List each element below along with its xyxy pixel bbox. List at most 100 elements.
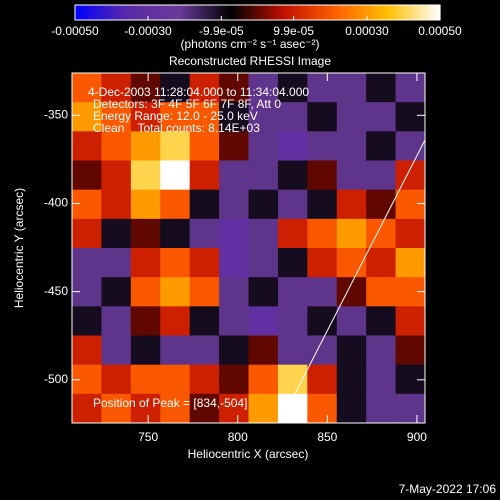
colorbar-slice: [172, 5, 176, 20]
heatmap-cell: [307, 277, 338, 307]
colorbar-slice: [187, 5, 192, 20]
colorbar-slice: [93, 5, 97, 20]
heatmap-cell: [277, 102, 308, 132]
heatmap-cell: [395, 73, 426, 103]
colorbar-slice: [303, 5, 307, 20]
colorbar-slice: [166, 5, 170, 20]
heatmap-cell: [395, 393, 426, 424]
x-tick-label: 800: [228, 430, 248, 444]
heatmap-cell: [130, 160, 161, 191]
heatmap-cell: [219, 364, 249, 395]
colorbar-label: (photons cm⁻² s⁻¹ asec⁻²): [180, 37, 319, 51]
heatmap-cell: [160, 189, 191, 220]
heatmap-cell: [366, 189, 397, 220]
colorbar-slice: [342, 5, 347, 20]
heatmap-cell: [336, 277, 367, 307]
heatmap-cell: [307, 131, 338, 161]
colorbar-slice: [412, 5, 417, 20]
colorbar-tick-label: -9.9e-05: [199, 24, 244, 38]
colorbar-slice: [418, 5, 423, 20]
heatmap-cell: [277, 160, 308, 191]
heatmap-cell: [395, 102, 426, 132]
heatmap-cell: [307, 73, 338, 103]
peak-label: Position of Peak = [834,-504]: [93, 396, 247, 410]
colorbar-slice: [214, 5, 219, 20]
timestamp: 7-May-2022 17:06: [399, 482, 497, 496]
heatmap-cell: [189, 102, 220, 132]
heatmap-cell: [277, 189, 308, 220]
colorbar-slice: [297, 5, 301, 20]
colorbar-tick-label: 0.00030: [345, 24, 389, 38]
heatmap-cell: [160, 335, 191, 366]
heatmap-cell: [277, 73, 308, 103]
colorbar-slice: [75, 5, 79, 20]
colorbar-tick-label: 9.9e-05: [273, 24, 314, 38]
colorbar-slice: [269, 5, 274, 20]
colorbar-slice: [424, 5, 429, 20]
colorbar-slice: [211, 5, 216, 20]
heatmap-cell: [366, 277, 397, 307]
colorbar-slice: [275, 5, 280, 20]
x-tick-label: 750: [138, 430, 158, 444]
heatmap-cell: [366, 160, 397, 191]
heatmap-cell: [248, 102, 279, 132]
heatmap-cell: [189, 73, 220, 103]
colorbar-slice: [178, 5, 183, 20]
colorbar-slice: [281, 5, 286, 20]
colorbar-slice: [151, 5, 155, 20]
heatmap-cell: [160, 277, 191, 307]
colorbar-slice: [205, 5, 210, 20]
colorbar-slice: [327, 5, 332, 20]
heatmap-cell: [130, 248, 161, 278]
colorbar-slice: [90, 5, 94, 20]
heatmap-cell: [219, 102, 249, 132]
colorbar-slice: [196, 5, 201, 20]
heatmap-cell: [189, 306, 220, 336]
colorbar-slice: [123, 5, 128, 20]
colorbar-slice: [242, 5, 246, 20]
colorbar-slice: [120, 5, 125, 20]
colorbar-tick-label: -0.00050: [51, 24, 99, 38]
y-tick-label: -350: [44, 107, 68, 121]
colorbar-slice: [336, 5, 341, 20]
heatmap-cell: [219, 277, 249, 307]
colorbar-slice: [391, 5, 395, 20]
colorbar-slice: [360, 5, 365, 20]
annotation: Clean Total counts: 8.14E+03: [93, 121, 260, 135]
colorbar-slice: [351, 5, 356, 20]
colorbar-slice: [181, 5, 186, 20]
colorbar-slice: [248, 5, 253, 20]
heatmap-cell: [395, 189, 426, 220]
heatmap-cell: [277, 306, 308, 336]
heatmap-cell: [336, 102, 367, 132]
heatmap-cell: [72, 131, 102, 161]
colorbar-slice: [175, 5, 180, 20]
heatmap-cell: [219, 306, 249, 336]
colorbar-slice: [339, 5, 344, 20]
heatmap-cell: [248, 73, 279, 103]
heatmap-cell: [277, 335, 308, 366]
heatmap-cell: [277, 277, 308, 307]
colorbar-slice: [370, 5, 374, 20]
heatmap-cell: [160, 218, 191, 249]
colorbar-slice: [87, 5, 91, 20]
heatmap-cell: [189, 277, 220, 307]
limb-line: [279, 139, 426, 424]
heatmap-cell: [307, 160, 338, 191]
colorbar-slice: [394, 5, 399, 20]
colorbar-tick-label: 0.00050: [418, 24, 462, 38]
heatmap-cell: [160, 393, 191, 424]
colorbar-tick-label: -0.00030: [124, 24, 172, 38]
heatmap-cell: [366, 306, 397, 336]
heatmap-cell: [395, 131, 426, 161]
heatmap-cell: [160, 364, 191, 395]
colorbar-slice: [379, 5, 383, 20]
heatmap-cell: [395, 335, 426, 366]
heatmap-cell: [307, 102, 338, 132]
colorbar-slice: [260, 5, 265, 20]
colorbar-slice: [321, 5, 326, 20]
colorbar-slice: [287, 5, 292, 20]
heatmap-cell: [248, 189, 279, 220]
heatmap-cell: [219, 73, 249, 103]
colorbar-slice: [135, 5, 140, 20]
